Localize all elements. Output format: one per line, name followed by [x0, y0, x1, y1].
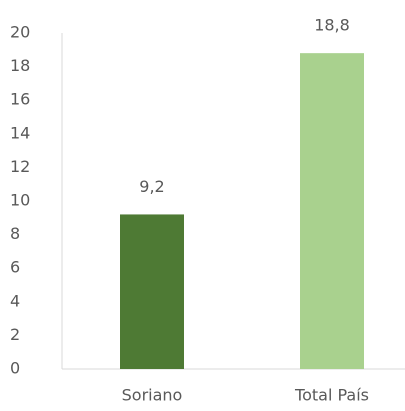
y-tick-label: 20 [10, 23, 30, 42]
y-tick-label: 2 [10, 325, 20, 344]
bar [300, 53, 364, 369]
y-tick-label: 0 [10, 359, 20, 378]
bar [120, 214, 184, 369]
x-tick-label: Soriano [122, 386, 183, 405]
y-tick-label: 12 [10, 157, 30, 176]
y-tick-label: 10 [10, 191, 30, 210]
y-tick-label: 6 [10, 258, 20, 277]
data-label: 18,8 [314, 16, 350, 35]
y-tick-label: 4 [10, 291, 20, 310]
data-label: 9,2 [139, 177, 164, 196]
y-tick-label: 16 [10, 90, 30, 109]
y-tick-label: 14 [10, 123, 30, 142]
x-tick-label: Total País [294, 386, 369, 405]
y-tick-label: 18 [10, 56, 30, 75]
y-tick-label: 8 [10, 224, 20, 243]
